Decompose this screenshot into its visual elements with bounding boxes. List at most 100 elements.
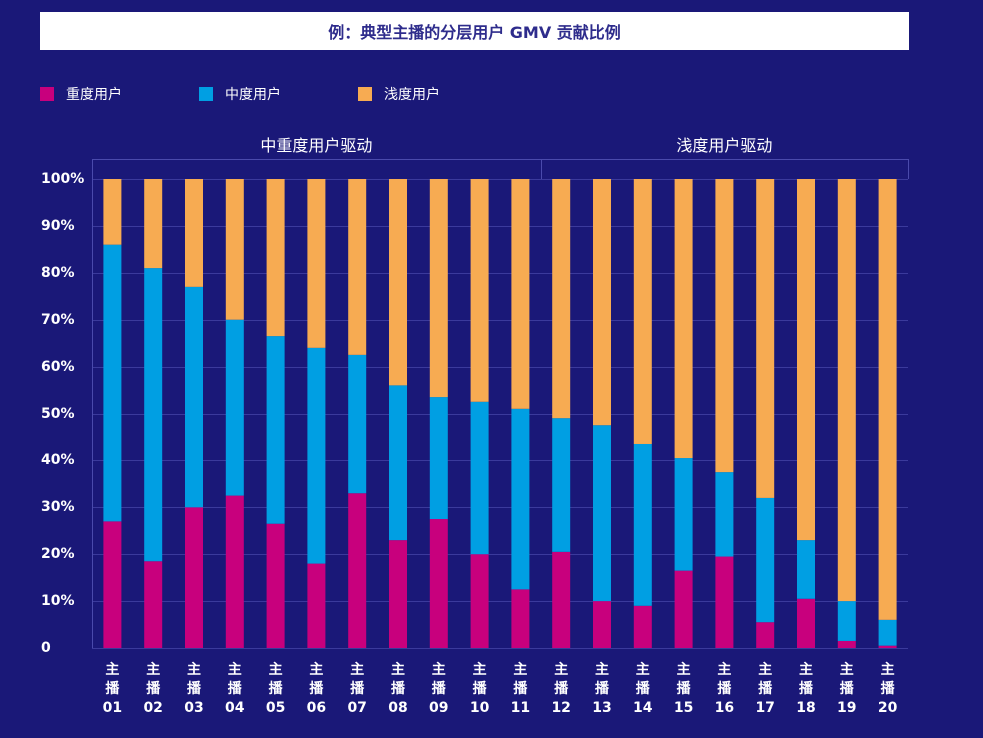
bar-segment-light-16 xyxy=(715,179,734,473)
y-tick-label-100: 100% xyxy=(41,171,85,187)
bar-segment-heavy-04 xyxy=(225,495,244,648)
bar-segment-heavy-16 xyxy=(715,556,734,648)
x-tick-label-04: 主播04 xyxy=(225,662,245,716)
bar-segment-light-10 xyxy=(470,179,489,402)
y-tick-label-40: 40% xyxy=(41,452,75,469)
chart-title: 例：典型主播的分层用户 GMV 贡献比例 xyxy=(328,23,621,42)
bar-segment-light-09 xyxy=(429,179,448,398)
bar-segment-heavy-12 xyxy=(552,551,571,648)
y-tick-label-0: 0 xyxy=(41,640,51,656)
legend-swatch-light xyxy=(358,87,372,101)
bar-segment-medium-13 xyxy=(593,425,611,602)
y-tick-label-20: 20% xyxy=(41,546,75,563)
x-tick-label-17: 主播17 xyxy=(755,662,775,716)
legend-swatch-medium xyxy=(199,87,213,101)
bar-segment-heavy-05 xyxy=(266,523,285,648)
bar-segment-medium-05 xyxy=(266,336,285,524)
bar-segment-medium-14 xyxy=(633,443,652,606)
bar-segment-light-14 xyxy=(633,179,652,444)
bar-segment-heavy-15 xyxy=(674,570,693,648)
bar-segment-light-06 xyxy=(307,179,326,348)
bar-segment-medium-15 xyxy=(674,458,693,571)
bar-segment-medium-16 xyxy=(715,472,734,557)
bar-segment-heavy-03 xyxy=(185,507,203,648)
bar-segment-heavy-17 xyxy=(756,622,775,648)
bar-segment-light-17 xyxy=(756,179,775,498)
bar-segment-light-19 xyxy=(837,179,856,602)
bar-segment-light-20 xyxy=(878,179,897,620)
x-tick-label-13: 主播13 xyxy=(592,662,612,716)
chart-title-box: 例：典型主播的分层用户 GMV 贡献比例 xyxy=(40,12,909,50)
x-tick-label-10: 主播10 xyxy=(469,662,490,716)
bar-segment-heavy-13 xyxy=(593,601,611,648)
y-tick-label-10: 10% xyxy=(41,593,75,610)
bar-segment-light-08 xyxy=(389,179,407,386)
bar-segment-light-05 xyxy=(266,179,285,337)
bar-segment-medium-01 xyxy=(103,244,122,522)
bar-segment-light-15 xyxy=(674,179,693,459)
legend-item-medium: 中度用户 xyxy=(199,86,281,103)
bar-segment-heavy-07 xyxy=(348,493,367,648)
bar-segment-heavy-09 xyxy=(429,519,448,648)
bar-segment-medium-04 xyxy=(225,319,244,496)
group-label-1: 中重度用户驱动 xyxy=(260,136,373,155)
x-tick-label-08: 主播08 xyxy=(388,662,408,716)
bar-segment-medium-20 xyxy=(878,619,897,646)
bar-segment-medium-06 xyxy=(307,347,326,564)
bar-segment-heavy-10 xyxy=(470,554,489,648)
x-tick-label-15: 主播15 xyxy=(673,662,694,716)
x-tick-label-20: 主播20 xyxy=(877,662,898,716)
bar-segment-medium-12 xyxy=(552,418,571,552)
x-tick-label-02: 主播02 xyxy=(143,662,163,716)
bar-segment-heavy-11 xyxy=(511,589,530,648)
bar-segment-light-03 xyxy=(185,179,203,287)
x-tick-label-12: 主播12 xyxy=(551,662,571,716)
bar-segment-medium-07 xyxy=(348,354,367,494)
legend-item-light: 浅度用户 xyxy=(358,86,440,103)
x-tick-label-14: 主播14 xyxy=(633,662,653,716)
bar-segment-light-04 xyxy=(225,179,244,320)
y-tick-label-50: 50% xyxy=(41,405,75,422)
legend-label-heavy: 重度用户 xyxy=(66,87,122,103)
bar-segment-heavy-08 xyxy=(389,540,407,648)
legend-label-light: 浅度用户 xyxy=(384,87,440,103)
y-tick-label-60: 60% xyxy=(41,358,75,375)
bar-segment-heavy-02 xyxy=(144,561,163,648)
bar-segment-heavy-19 xyxy=(837,640,856,648)
x-tick-label-19: 主播19 xyxy=(837,662,857,716)
bar-segment-heavy-20 xyxy=(878,645,897,648)
bar-segment-light-12 xyxy=(552,179,571,419)
bar-segment-light-13 xyxy=(593,179,611,426)
x-tick-label-03: 主播03 xyxy=(184,662,204,716)
x-tick-label-06: 主播06 xyxy=(306,662,327,716)
legend-item-heavy: 重度用户 xyxy=(40,86,122,103)
x-tick-label-11: 主播11 xyxy=(510,662,531,716)
bar-segment-heavy-14 xyxy=(633,605,652,648)
x-tick-label-05: 主播05 xyxy=(265,662,286,716)
legend-label-medium: 中度用户 xyxy=(225,87,281,103)
bar-segment-light-01 xyxy=(103,179,122,245)
y-tick-label-30: 30% xyxy=(41,499,75,516)
group-label-2: 浅度用户驱动 xyxy=(676,136,773,155)
x-tick-label-09: 主播09 xyxy=(429,662,449,716)
bar-segment-medium-08 xyxy=(389,385,407,541)
legend-swatch-heavy xyxy=(40,87,54,101)
x-tick-label-18: 主播18 xyxy=(796,662,816,716)
x-tick-label-16: 主播16 xyxy=(714,662,735,716)
x-tick-label-01: 主播01 xyxy=(102,662,123,716)
y-tick-label-80: 80% xyxy=(41,264,75,281)
bar-segment-medium-17 xyxy=(756,497,775,623)
x-tick-label-07: 主播07 xyxy=(347,662,367,716)
bar-segment-heavy-18 xyxy=(797,598,815,648)
bar-segment-light-18 xyxy=(797,179,815,541)
bar-segment-light-07 xyxy=(348,179,367,355)
bar-segment-light-02 xyxy=(144,179,163,269)
bar-segment-medium-10 xyxy=(470,401,489,555)
bar-segment-heavy-06 xyxy=(307,563,326,648)
bar-segment-light-11 xyxy=(511,179,530,409)
bar-segment-medium-09 xyxy=(429,397,448,520)
bar-segment-heavy-01 xyxy=(103,521,122,648)
bar-segment-medium-18 xyxy=(797,540,815,599)
